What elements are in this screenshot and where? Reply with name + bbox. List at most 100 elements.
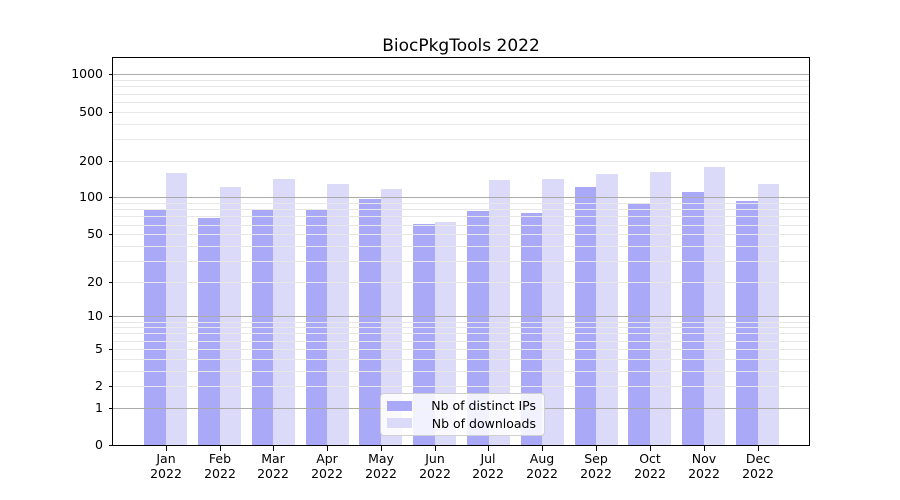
bar-nb-of-distinct-ips-may (359, 198, 381, 445)
y-tick-mark-200 (109, 161, 113, 162)
x-tick-month: Apr (316, 451, 338, 466)
x-tick-month: Aug (529, 451, 555, 466)
x-tick-year: 2022 (742, 465, 774, 481)
y-tick-mark-1 (109, 408, 113, 409)
bar-nb-of-distinct-ips-oct (628, 203, 650, 445)
bar-nb-of-downloads-feb (219, 187, 241, 445)
bar-nb-of-downloads-sep (596, 173, 618, 445)
y-tick-label-500: 500 (79, 104, 103, 119)
bar-nb-of-distinct-ips-apr (305, 208, 328, 445)
chart-title: BiocPkgTools 2022 (382, 36, 540, 56)
x-tick-month: Mar (261, 451, 285, 466)
x-tick-mark-apr (327, 446, 328, 451)
y-tick-mark-0 (109, 445, 113, 446)
x-tick-year: 2022 (688, 465, 720, 481)
legend-label-distinct-ips: Nb of distinct IPs (431, 398, 536, 414)
bar-nb-of-downloads-jan (165, 173, 188, 445)
legend-item-distinct-ips: Nb of distinct IPs (387, 398, 536, 413)
legend-swatch-distinct-ips (387, 400, 412, 411)
x-tick-month: Jun (425, 451, 445, 466)
x-tick-label-mar: Mar 2022 (246, 451, 300, 481)
y-tick-label-100: 100 (79, 189, 103, 204)
x-tick-year: 2022 (257, 465, 289, 481)
x-tick-mark-feb (220, 446, 221, 451)
y-tick-label-2: 2 (95, 378, 103, 393)
x-tick-mark-nov (704, 446, 705, 451)
bar-nb-of-downloads-apr (327, 183, 349, 445)
x-tick-month: Jul (480, 451, 496, 466)
bar-nb-of-distinct-ips-feb (198, 217, 220, 445)
x-tick-month: Sep (584, 451, 608, 466)
x-tick-year: 2022 (580, 465, 612, 481)
bar-nb-of-distinct-ips-dec (736, 201, 758, 445)
x-tick-label-oct: Oct 2022 (623, 451, 677, 481)
x-tick-month: May (368, 451, 394, 466)
bar-nb-of-downloads-oct (649, 172, 672, 445)
x-tick-month: Jan (156, 451, 176, 466)
x-tick-year: 2022 (526, 465, 558, 481)
plot-area: Nb of distinct IPs Nb of downloads (112, 57, 810, 446)
x-tick-year: 2022 (419, 465, 451, 481)
x-tick-label-nov: Nov 2022 (677, 451, 731, 481)
x-tick-mark-sep (596, 446, 597, 451)
x-tick-label-jun: Jun 2022 (408, 451, 462, 481)
x-tick-label-sep: Sep 2022 (569, 451, 623, 481)
y-tick-mark-10 (109, 316, 113, 317)
y-tick-label-1: 1 (95, 400, 103, 415)
y-tick-mark-20 (109, 282, 113, 283)
y-tick-label-10: 10 (87, 308, 103, 323)
bars-layer (113, 58, 809, 445)
x-tick-label-feb: Feb 2022 (193, 451, 247, 481)
x-tick-label-dec: Dec 2022 (731, 451, 785, 481)
x-tick-month: Dec (745, 451, 771, 466)
x-tick-label-aug: Aug 2022 (515, 451, 569, 481)
x-tick-label-apr: Apr 2022 (300, 451, 354, 481)
x-tick-year: 2022 (204, 465, 236, 481)
bar-nb-of-distinct-ips-sep (574, 187, 597, 445)
y-tick-mark-500 (109, 112, 113, 113)
y-tick-label-50: 50 (87, 226, 103, 241)
bar-nb-of-distinct-ips-jan (144, 208, 166, 445)
x-tick-mark-jul (488, 446, 489, 451)
bar-nb-of-downloads-nov (703, 167, 726, 445)
x-tick-mark-dec (758, 446, 759, 451)
x-tick-year: 2022 (365, 465, 397, 481)
y-tick-label-0: 0 (95, 437, 103, 452)
legend-item-downloads: Nb of downloads (387, 416, 536, 431)
legend-label-downloads: Nb of downloads (431, 415, 536, 431)
x-tick-year: 2022 (311, 465, 343, 481)
bar-nb-of-distinct-ips-mar (251, 208, 274, 445)
bar-nb-of-distinct-ips-nov (682, 192, 704, 445)
x-tick-year: 2022 (150, 465, 182, 481)
bar-nb-of-downloads-may (380, 189, 403, 445)
y-tick-label-1000: 1000 (71, 66, 103, 81)
bar-nb-of-distinct-ips-jun (413, 223, 435, 445)
x-tick-month: Oct (639, 451, 661, 466)
x-tick-mark-mar (273, 446, 274, 451)
y-tick-label-20: 20 (87, 274, 103, 289)
x-tick-label-may: May 2022 (354, 451, 408, 481)
x-tick-mark-may (381, 446, 382, 451)
y-tick-mark-100 (109, 197, 113, 198)
y-tick-label-200: 200 (79, 153, 103, 168)
y-tick-mark-2 (109, 386, 113, 387)
y-tick-mark-1000 (109, 74, 113, 75)
x-tick-label-jul: Jul 2022 (461, 451, 515, 481)
legend-swatch-downloads (387, 418, 412, 429)
x-tick-year: 2022 (472, 465, 504, 481)
y-tick-mark-50 (109, 234, 113, 235)
x-tick-mark-aug (542, 446, 543, 451)
bar-nb-of-downloads-dec (757, 183, 779, 445)
x-tick-month: Feb (208, 451, 232, 466)
y-tick-label-5: 5 (95, 341, 103, 356)
bar-nb-of-downloads-aug (542, 179, 564, 445)
x-tick-month: Nov (691, 451, 717, 466)
x-tick-mark-oct (650, 446, 651, 451)
x-tick-mark-jan (166, 446, 167, 451)
x-tick-year: 2022 (634, 465, 666, 481)
x-tick-label-jan: Jan 2022 (139, 451, 193, 481)
bar-nb-of-downloads-mar (273, 178, 295, 445)
y-tick-mark-5 (109, 349, 113, 350)
legend: Nb of distinct IPs Nb of downloads (380, 393, 545, 436)
